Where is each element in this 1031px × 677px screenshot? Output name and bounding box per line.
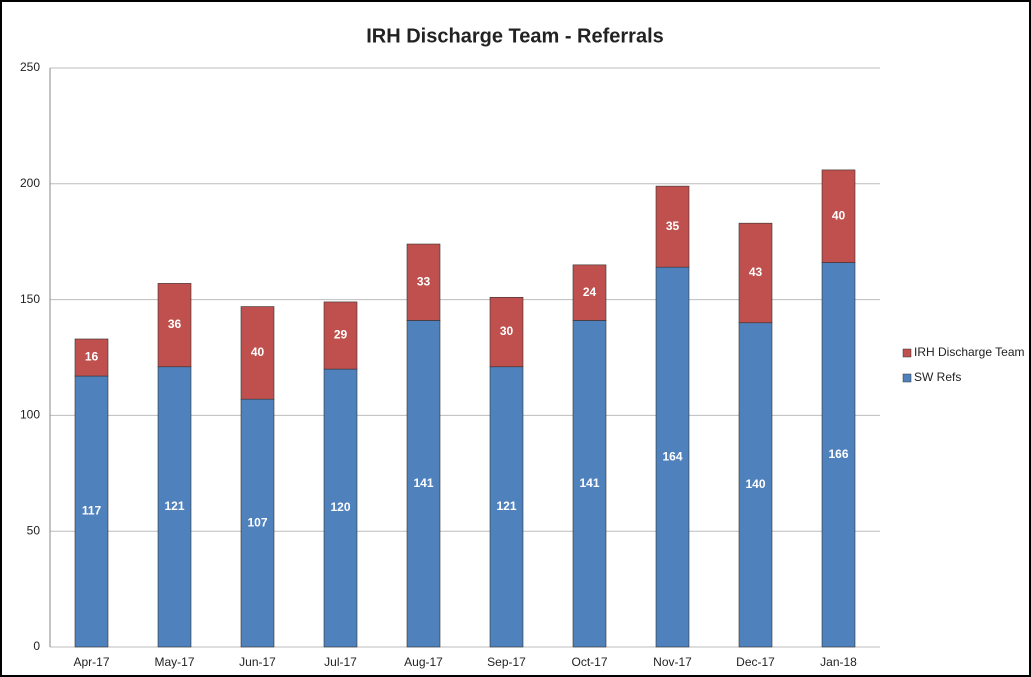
data-label: 120 (330, 500, 350, 514)
data-label: 140 (745, 477, 765, 491)
x-tick-label: Jun-17 (239, 655, 276, 669)
bar-segment (406, 243, 441, 321)
legend-label: SW Refs (914, 370, 961, 384)
y-tick-label: 150 (20, 292, 40, 306)
data-label: 43 (749, 265, 763, 279)
bar-segment (655, 185, 690, 268)
data-label: 117 (82, 504, 102, 518)
bar-segment (655, 266, 690, 648)
legend-swatch (902, 348, 912, 358)
data-label: 40 (251, 345, 265, 359)
bar-segment (157, 366, 192, 648)
bar-segment (74, 338, 109, 377)
bar-segment (738, 322, 773, 648)
data-label: 121 (164, 499, 184, 513)
bar-segment (572, 320, 607, 648)
bar-segment (406, 320, 441, 648)
data-label: 29 (334, 328, 348, 342)
chart-title: IRH Discharge Team - Referrals (366, 25, 664, 47)
x-tick-label: May-17 (154, 655, 194, 669)
y-tick-label: 50 (27, 523, 41, 537)
bar-segment (323, 368, 358, 648)
data-label: 33 (417, 274, 431, 288)
data-label: 141 (579, 476, 599, 490)
x-tick-label: Sep-17 (487, 655, 526, 669)
data-label: 166 (828, 447, 848, 461)
bar-segment (821, 169, 856, 263)
bar-segment (489, 296, 524, 368)
x-tick-label: Apr-17 (73, 655, 109, 669)
legend-swatch (902, 373, 912, 383)
x-tick-label: Jan-18 (820, 655, 857, 669)
bar-segment (489, 366, 524, 648)
x-tick-label: Jul-17 (324, 655, 357, 669)
bar-segment (74, 375, 109, 648)
data-label: 121 (496, 499, 516, 513)
x-tick-label: Dec-17 (736, 655, 775, 669)
bar-segment (323, 301, 358, 370)
data-label: 16 (85, 350, 99, 364)
y-tick-label: 100 (20, 408, 40, 422)
bar-segment (738, 222, 773, 324)
data-label: 30 (500, 324, 514, 338)
x-tick-label: Aug-17 (404, 655, 443, 669)
bar-segment (157, 283, 192, 368)
y-tick-label: 200 (20, 176, 40, 190)
data-label: 35 (666, 219, 680, 233)
data-label: 36 (168, 317, 182, 331)
data-label: 24 (583, 285, 597, 299)
data-label: 164 (662, 449, 682, 463)
bar-segment (240, 398, 275, 648)
data-label: 40 (832, 208, 846, 222)
x-tick-label: Nov-17 (653, 655, 692, 669)
bar-segment (821, 262, 856, 648)
bar-segment (572, 264, 607, 321)
data-label: 107 (247, 515, 267, 529)
bar-segment (240, 306, 275, 400)
data-label: 141 (413, 476, 433, 490)
x-tick-label: Oct-17 (571, 655, 607, 669)
y-tick-label: 0 (33, 639, 40, 653)
legend-label: IRH Discharge Team (914, 345, 1024, 359)
y-tick-label: 250 (20, 60, 40, 74)
